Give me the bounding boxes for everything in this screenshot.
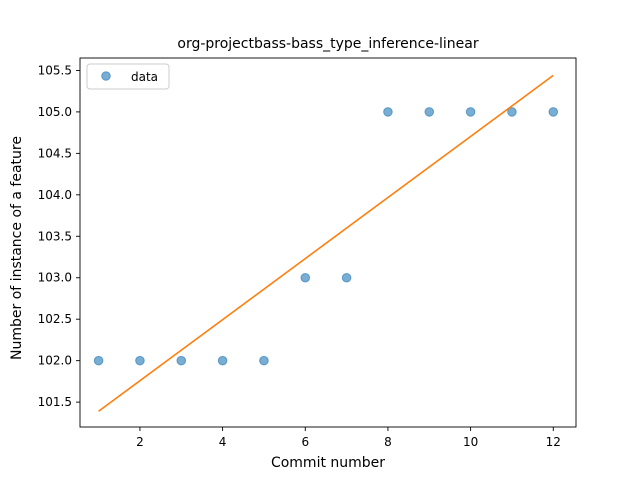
- legend-marker: [101, 71, 111, 81]
- x-tick-label: 12: [546, 435, 561, 449]
- data-point: [93, 355, 104, 366]
- x-tick-label: 4: [219, 435, 227, 449]
- data-point: [135, 355, 145, 366]
- plot-area: 2 4 6 8 10 12 101.5 102.0 102.5 103.0 103.5 104.0 10…: [38, 57, 577, 449]
- data-point: [217, 355, 228, 366]
- data-point: [300, 272, 311, 283]
- y-tick-label: 101.5: [38, 395, 72, 409]
- y-tick-label: 103.0: [38, 271, 72, 285]
- y-tick-label: 104.0: [38, 188, 72, 202]
- x-tick-label: 6: [301, 435, 309, 449]
- y-tick-label: 103.5: [38, 229, 72, 243]
- y-axis-label: Number of instance of a feature: [9, 136, 25, 360]
- y-tick-label: 102.0: [38, 354, 72, 368]
- data-point: [341, 272, 352, 283]
- fit-line: [98, 74, 554, 412]
- axes-frame: [79, 57, 577, 428]
- legend-label: data: [131, 70, 158, 84]
- y-tick-label: 105.0: [38, 105, 72, 119]
- y-tick-label: 105.5: [38, 63, 72, 77]
- data-point: [465, 107, 476, 117]
- chart-title: org-projectbass-bass_type_inference-line…: [177, 36, 478, 52]
- y-tick-label: 102.5: [38, 312, 72, 326]
- data-point: [259, 355, 269, 366]
- data-point: [548, 107, 559, 117]
- data-point: [424, 107, 435, 117]
- data-point: [383, 107, 393, 117]
- x-tick-label: 10: [463, 435, 478, 449]
- y-tick-label: 104.5: [38, 146, 72, 160]
- x-axis-label: Commit number: [271, 455, 385, 471]
- data-point: [176, 355, 187, 366]
- x-tick-label: 2: [136, 435, 144, 449]
- x-tick-label: 8: [384, 435, 392, 449]
- legend-box: [86, 63, 170, 90]
- data-point: [507, 107, 517, 117]
